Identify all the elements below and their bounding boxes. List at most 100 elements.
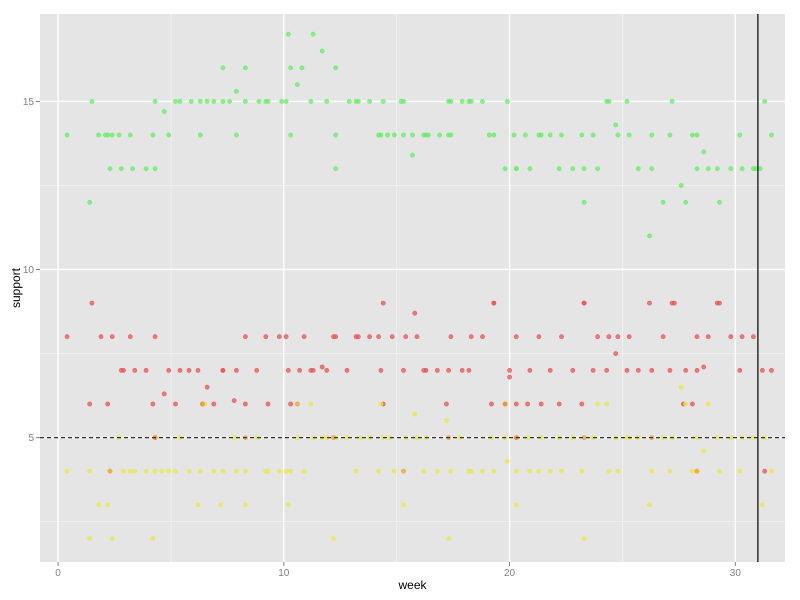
green-data-point bbox=[197, 132, 203, 138]
green-data-point bbox=[150, 132, 156, 138]
minor-gridlines bbox=[40, 14, 785, 562]
green-data-point bbox=[116, 132, 122, 138]
yellow-data-point bbox=[105, 502, 111, 508]
plot-panel bbox=[40, 14, 785, 562]
green-data-point bbox=[448, 132, 454, 138]
red-data-point bbox=[525, 401, 530, 407]
red-data-point bbox=[333, 334, 339, 340]
yellow-data-point bbox=[443, 418, 449, 424]
yellow-data-point bbox=[705, 401, 711, 407]
yellow-data-point bbox=[242, 502, 248, 508]
red-data-point bbox=[446, 367, 451, 373]
orange-data-point bbox=[294, 401, 300, 407]
green-data-point bbox=[649, 166, 655, 172]
data-points bbox=[64, 31, 774, 541]
green-data-point bbox=[107, 166, 113, 172]
green-data-point bbox=[227, 99, 232, 104]
yellow-data-point bbox=[760, 502, 765, 508]
yellow-data-point bbox=[421, 468, 427, 474]
red-data-point bbox=[717, 300, 722, 306]
green-data-point bbox=[380, 99, 386, 104]
red-data-point bbox=[173, 401, 178, 407]
yellow-data-point bbox=[143, 468, 149, 474]
green-data-point bbox=[624, 99, 630, 104]
green-data-point bbox=[468, 99, 474, 104]
green-data-point bbox=[694, 132, 700, 138]
yellow-data-point bbox=[285, 502, 291, 508]
green-data-point bbox=[635, 166, 641, 172]
x-tick-label: 30 bbox=[730, 568, 742, 579]
red-data-point bbox=[536, 334, 542, 340]
red-data-point bbox=[480, 334, 485, 340]
red-data-point bbox=[389, 334, 395, 340]
red-data-point bbox=[265, 401, 271, 407]
green-data-point bbox=[581, 199, 587, 205]
yellow-data-point bbox=[391, 468, 397, 474]
yellow-data-point bbox=[166, 468, 172, 474]
yellow-data-point bbox=[159, 468, 165, 474]
orange-data-point bbox=[502, 401, 508, 407]
yellow-data-point bbox=[288, 468, 293, 474]
y-tick-label: 5 bbox=[28, 433, 34, 444]
red-data-point bbox=[590, 367, 596, 373]
green-data-point bbox=[579, 132, 585, 138]
yellow-data-point bbox=[150, 536, 156, 541]
red-data-point bbox=[324, 367, 330, 373]
red-data-point bbox=[538, 401, 544, 407]
red-data-point bbox=[376, 334, 381, 340]
x-tick-label: 20 bbox=[504, 568, 516, 579]
green-data-point bbox=[118, 166, 124, 172]
red-data-point bbox=[556, 401, 562, 407]
red-data-point bbox=[690, 401, 695, 407]
yellow-data-point bbox=[667, 468, 673, 474]
green-data-point bbox=[283, 99, 289, 104]
yellow-data-point bbox=[448, 468, 454, 474]
green-data-point bbox=[152, 166, 158, 172]
red-data-point bbox=[344, 367, 350, 373]
yellow-data-point bbox=[527, 468, 533, 474]
green-data-point bbox=[486, 132, 492, 138]
red-data-point bbox=[660, 334, 666, 340]
red-data-point bbox=[737, 367, 743, 373]
green-data-point bbox=[570, 166, 576, 172]
yellow-data-point bbox=[559, 468, 564, 474]
green-data-point bbox=[285, 31, 291, 37]
green-data-point bbox=[753, 166, 759, 172]
green-data-point bbox=[161, 109, 167, 114]
yellow-data-point bbox=[513, 468, 519, 474]
green-data-point bbox=[491, 132, 497, 138]
red-data-point bbox=[581, 300, 587, 306]
red-data-point bbox=[297, 367, 302, 373]
yellow-data-point bbox=[87, 536, 93, 541]
red-data-point bbox=[570, 367, 576, 373]
red-data-point bbox=[672, 300, 677, 306]
yellow-data-point bbox=[412, 411, 418, 417]
green-data-point bbox=[378, 132, 384, 138]
red-data-point bbox=[606, 334, 612, 340]
green-data-point bbox=[737, 132, 743, 138]
y-axis-title: support bbox=[9, 267, 23, 308]
red-data-point bbox=[466, 367, 472, 373]
green-data-point bbox=[242, 99, 248, 104]
yellow-data-point bbox=[536, 468, 542, 474]
green-data-point bbox=[105, 132, 111, 138]
red-data-point bbox=[401, 367, 406, 373]
red-data-point bbox=[615, 334, 621, 340]
red-data-point bbox=[231, 398, 237, 403]
x-axis-title: week bbox=[397, 578, 427, 592]
red-data-point bbox=[161, 391, 167, 397]
green-data-point bbox=[513, 166, 519, 172]
yellow-data-point bbox=[701, 448, 707, 454]
yellow-data-point bbox=[491, 468, 497, 474]
red-data-point bbox=[166, 367, 172, 373]
red-data-point bbox=[204, 384, 210, 390]
yellow-data-point bbox=[186, 468, 192, 474]
green-data-point bbox=[714, 166, 720, 172]
red-data-point bbox=[242, 401, 248, 407]
red-data-point bbox=[283, 334, 289, 340]
x-tick-label: 10 bbox=[278, 568, 290, 579]
red-data-point bbox=[649, 367, 655, 373]
yellow-data-point bbox=[690, 468, 695, 474]
green-data-point bbox=[739, 166, 745, 172]
green-data-point bbox=[717, 199, 722, 205]
